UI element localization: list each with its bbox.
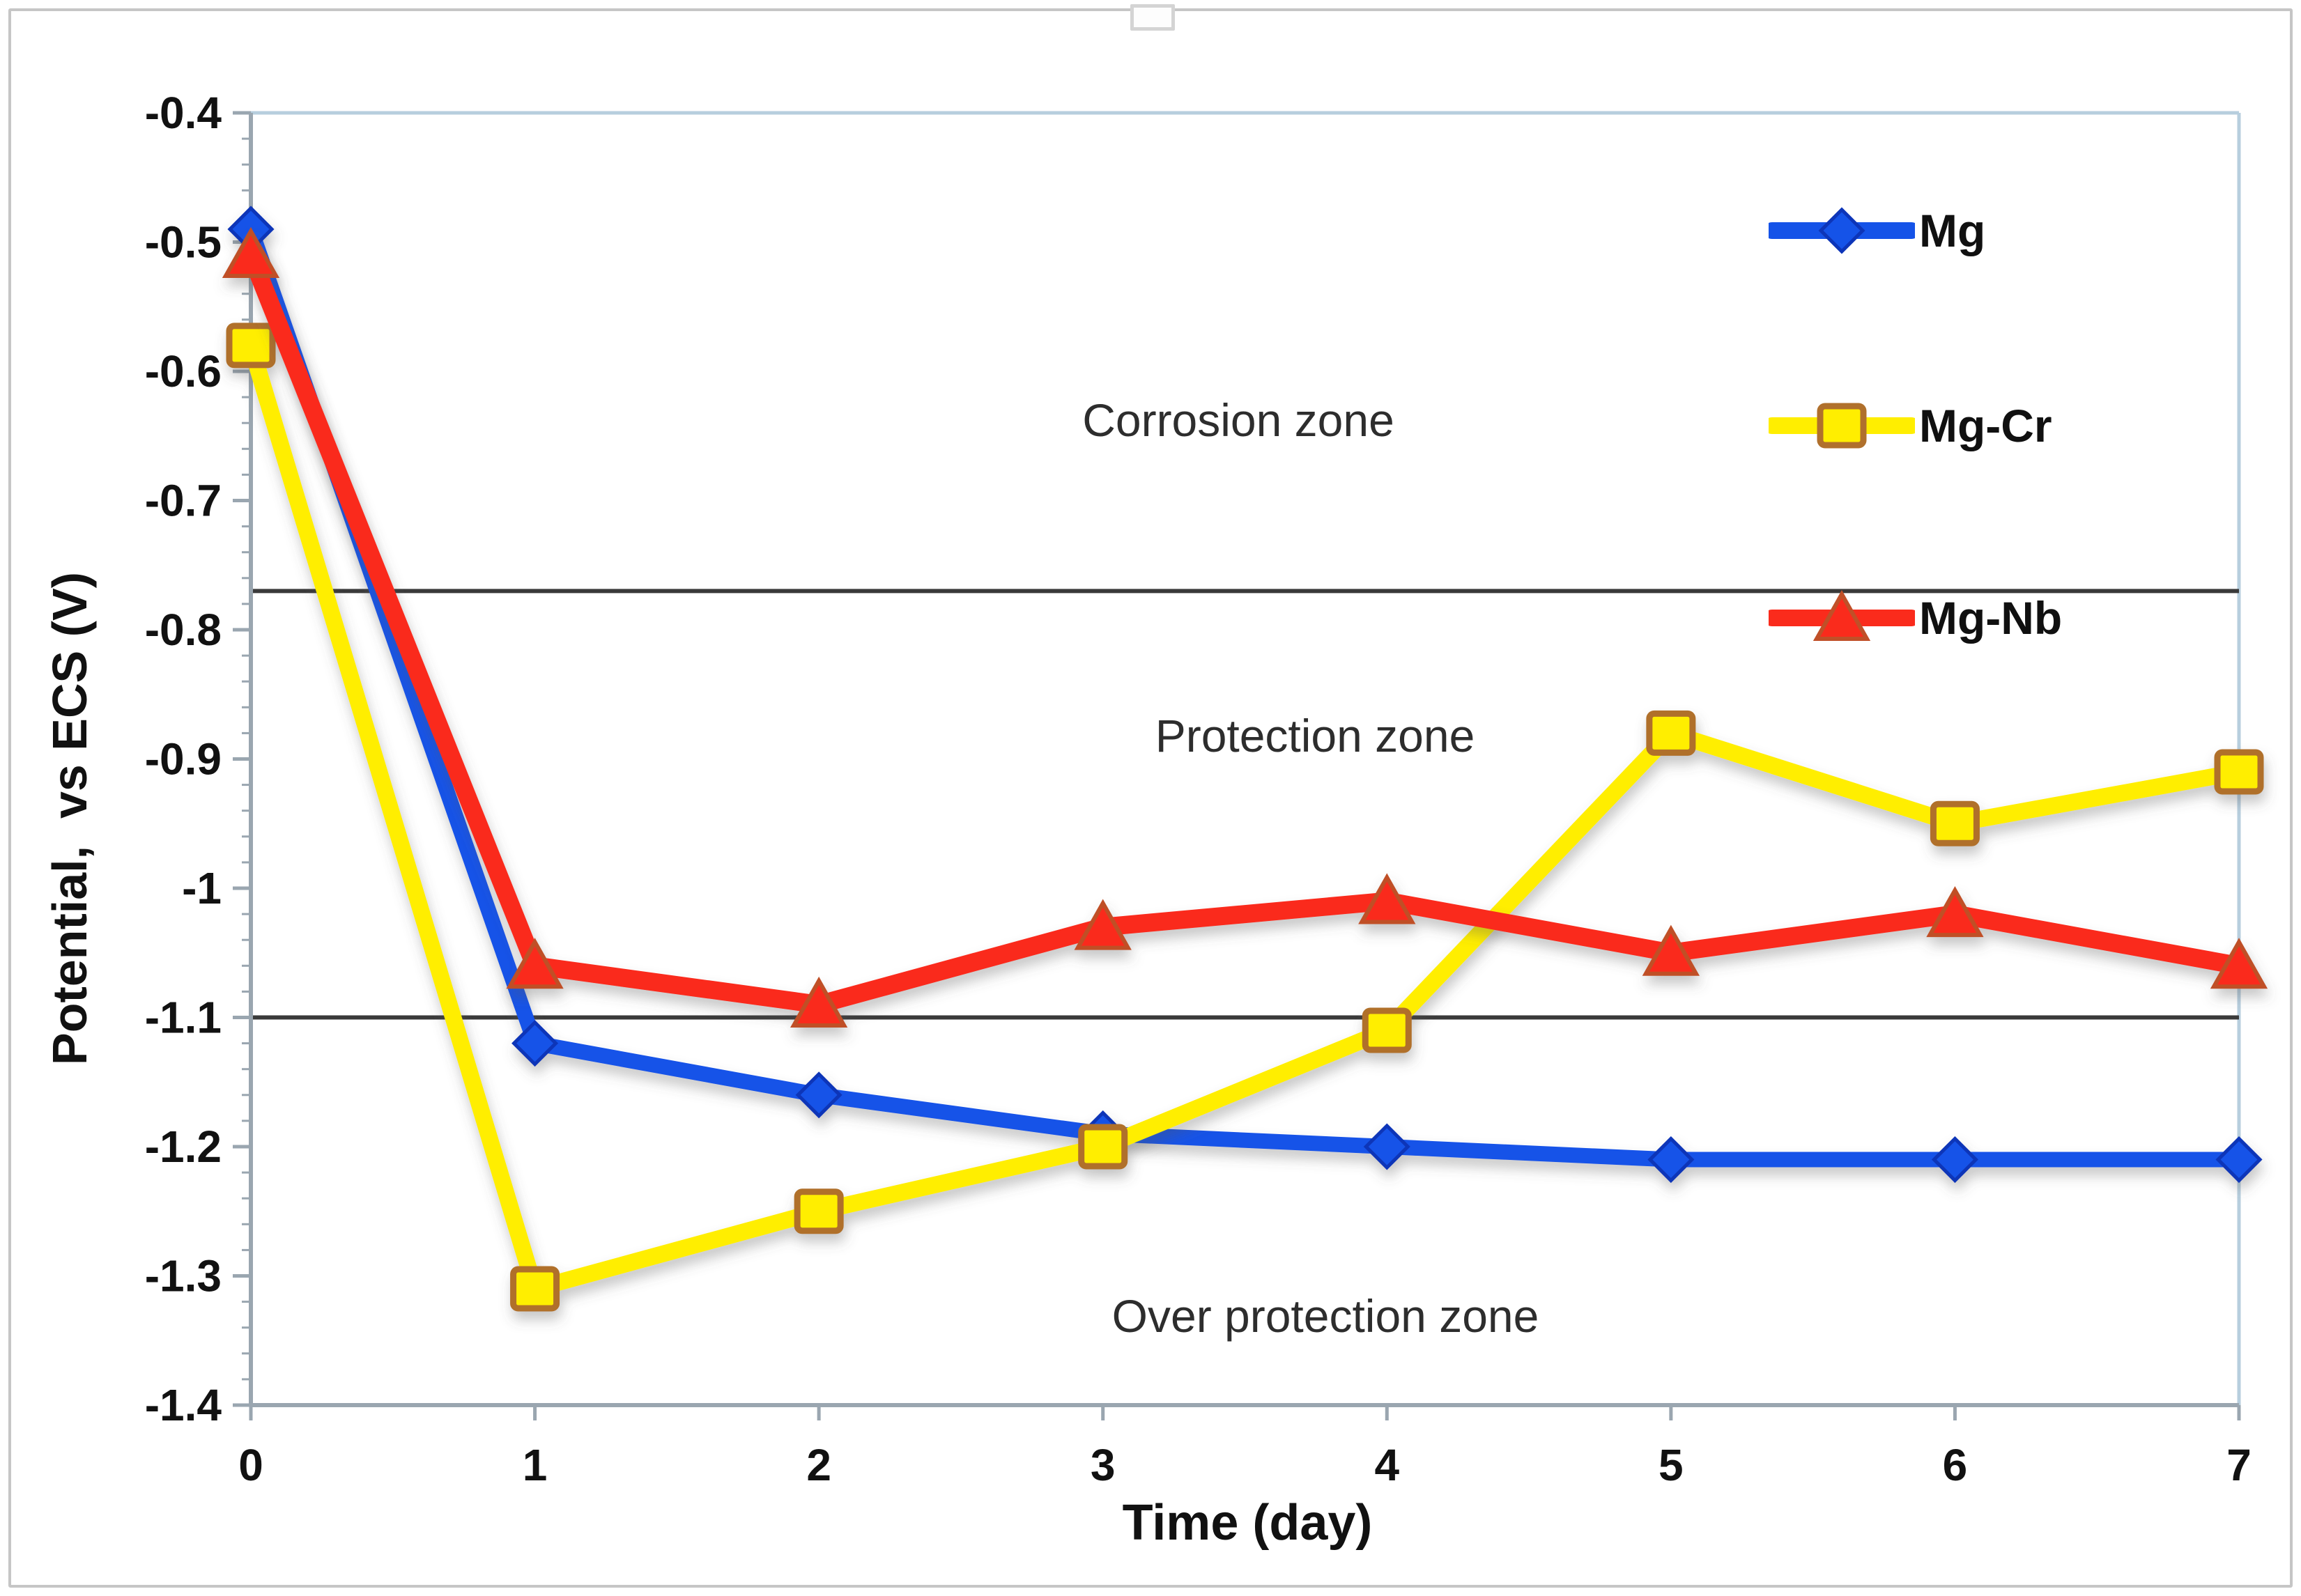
y-tick-label--1.4: -1.4 — [145, 1380, 222, 1430]
legend-item-mg-nb: Mg-Nb — [1769, 587, 2062, 649]
point-Mg-Nb-day3 — [1074, 899, 1132, 950]
x-tick-label-2: 2 — [806, 1440, 831, 1490]
series-line-Mg-Nb — [242, 246, 2248, 1014]
point-Mg-day1 — [511, 1020, 559, 1067]
point-Mg-day6 — [1931, 1136, 1978, 1184]
point-Mg-Nb-day6 — [1926, 885, 1984, 938]
x-tick-label-4: 4 — [1374, 1440, 1399, 1490]
legend-marker-Mg-Nb — [1813, 589, 1871, 641]
legend-item-mg: Mg — [1769, 199, 1985, 262]
point-Mg-day7 — [2215, 1136, 2263, 1184]
y-tick-label--0.4: -0.4 — [145, 88, 222, 138]
y-tick-label--0.8: -0.8 — [145, 605, 222, 655]
y-axis-title: Potential, vs ECS (V) — [43, 572, 97, 1065]
legend-item-mg-cr: Mg-Cr — [1769, 394, 2052, 457]
legend-marker-Mg — [1818, 207, 1865, 254]
point-Mg-Cr-day2 — [794, 1188, 844, 1234]
legend-label-mg-nb: Mg-Nb — [1919, 592, 2063, 644]
series-Mg — [227, 206, 2263, 1184]
point-Mg-Cr-day1 — [510, 1266, 560, 1312]
point-Mg-Cr-day6 — [1930, 800, 1980, 846]
x-tick-label-6: 6 — [1943, 1440, 1968, 1490]
legend-label-mg-cr: Mg-Cr — [1919, 400, 2052, 451]
x-tick-label-3: 3 — [1091, 1440, 1116, 1490]
y-tick-label--1.3: -1.3 — [145, 1251, 222, 1301]
protection-zone-label: Protection zone — [1155, 710, 1475, 761]
y-tick-label--0.6: -0.6 — [145, 346, 222, 396]
point-Mg-day4 — [1363, 1123, 1410, 1170]
point-Mg-day2 — [795, 1071, 842, 1119]
x-tick-label-1: 1 — [523, 1440, 548, 1490]
legend-swatch-mg-cr-icon — [1769, 403, 1915, 449]
x-tick-label-5: 5 — [1659, 1440, 1684, 1490]
series-Mg-Cr — [226, 323, 2264, 1312]
point-Mg-Nb-day4 — [1358, 873, 1416, 924]
series-line-Mg-Cr — [243, 336, 2247, 1298]
point-Mg-Cr-day4 — [1362, 1007, 1412, 1053]
y-tick-label--1.2: -1.2 — [145, 1122, 222, 1172]
corrosion-zone-label: Corrosion zone — [1082, 394, 1394, 446]
y-tick-label--0.7: -0.7 — [145, 476, 222, 526]
y-tick-label--1: -1 — [182, 863, 222, 913]
point-Mg-Cr-day7 — [2214, 749, 2264, 795]
legend-label-mg: Mg — [1919, 205, 1986, 256]
series-Mg-Nb — [222, 226, 2268, 1028]
legend-swatch-mg-nb-icon — [1769, 589, 1915, 641]
x-tick-label-7: 7 — [2226, 1440, 2252, 1490]
series-line-Mg — [243, 221, 2247, 1168]
y-tick-label--0.9: -0.9 — [145, 734, 222, 784]
y-tick-label--1.1: -1.1 — [145, 993, 222, 1043]
point-Mg-Nb-day1 — [506, 938, 564, 989]
point-Mg-Nb-day2 — [790, 976, 848, 1028]
x-axis-title: Time (day) — [1122, 1495, 1373, 1551]
point-Mg-Cr-day0 — [226, 323, 276, 369]
point-Mg-day5 — [1647, 1136, 1695, 1184]
y-tick-label--0.5: -0.5 — [145, 217, 222, 268]
scrollbar-artifact — [1130, 4, 1175, 31]
x-tick-label-0: 0 — [238, 1440, 263, 1490]
legend-swatch-mg-icon — [1769, 207, 1915, 254]
point-Mg-Nb-day0 — [222, 226, 280, 279]
point-Mg-Nb-day5 — [1642, 924, 1700, 976]
point-Mg-Cr-day3 — [1078, 1124, 1128, 1170]
over-protection-zone-label: Over protection zone — [1111, 1290, 1539, 1342]
point-Mg-Nb-day7 — [2210, 938, 2268, 989]
point-Mg-Cr-day5 — [1646, 710, 1696, 756]
legend-marker-Mg-Cr — [1817, 403, 1867, 449]
